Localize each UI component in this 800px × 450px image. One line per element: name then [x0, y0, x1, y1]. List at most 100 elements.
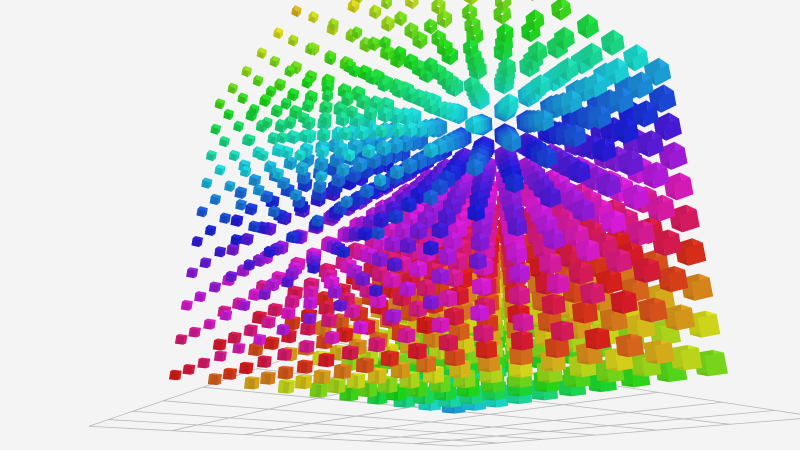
cube-face	[319, 111, 324, 123]
cube-face	[423, 240, 430, 254]
cube-face	[550, 320, 564, 340]
cube-face	[291, 5, 296, 15]
cube-face	[470, 304, 480, 320]
cube	[224, 180, 236, 192]
cube-face	[472, 277, 482, 294]
cube-face	[486, 341, 498, 359]
cube-face	[309, 382, 317, 397]
cube-face	[266, 96, 271, 108]
cube	[295, 161, 309, 175]
cube-face	[356, 141, 363, 155]
cube-face	[177, 370, 182, 381]
cube-face	[472, 218, 482, 235]
cube-face	[318, 352, 325, 366]
cube-face	[397, 167, 404, 180]
cube-face	[408, 283, 416, 298]
cube	[509, 345, 533, 366]
cube	[203, 318, 216, 330]
cube-face	[278, 107, 283, 118]
cube	[258, 288, 271, 301]
cube-face	[221, 100, 225, 110]
cube-face	[362, 214, 370, 229]
cube-face	[380, 350, 389, 366]
cube	[438, 247, 457, 266]
cube-face	[355, 357, 364, 372]
cube-face	[601, 142, 617, 163]
cube-face	[370, 146, 376, 159]
cube-face	[431, 0, 438, 11]
cube-face	[312, 298, 318, 310]
cube-face	[508, 285, 520, 304]
floor-grid-line	[363, 401, 723, 442]
cube	[227, 82, 238, 94]
cube-face	[237, 92, 242, 102]
cube-face	[331, 55, 336, 66]
cube-face	[324, 50, 329, 61]
cube	[646, 194, 676, 222]
cube	[281, 306, 296, 320]
cube-face	[416, 316, 426, 333]
cube-face	[238, 299, 243, 310]
cube-face	[244, 95, 248, 105]
cube	[596, 172, 622, 198]
cube-face	[274, 78, 279, 89]
cube	[379, 36, 391, 50]
cube-face	[518, 288, 531, 306]
cube-face	[431, 145, 438, 159]
cube	[321, 312, 337, 328]
cube	[175, 334, 188, 345]
cube-face	[424, 57, 430, 70]
cube	[244, 202, 258, 216]
cube	[475, 339, 498, 359]
cube-face	[311, 313, 317, 325]
cube	[235, 199, 247, 211]
cube-face	[316, 290, 324, 305]
cube-face	[322, 89, 327, 100]
cube-face	[207, 258, 212, 269]
cube-face	[323, 275, 330, 288]
cube-face	[266, 290, 271, 301]
cube-face	[623, 123, 639, 144]
cube-face	[294, 296, 300, 309]
cube-face	[453, 234, 463, 251]
cube-face	[466, 158, 475, 174]
cube-face	[549, 190, 562, 208]
cube	[318, 352, 335, 368]
cube-face	[188, 301, 193, 311]
cube	[294, 149, 306, 162]
cube-face	[377, 106, 384, 120]
cube-face	[219, 212, 224, 222]
cube	[383, 271, 401, 289]
cube-face	[564, 224, 579, 244]
cube	[384, 235, 402, 253]
cube-face	[270, 372, 276, 385]
cube-face	[346, 105, 351, 116]
cube-face	[394, 10, 400, 23]
cube-face	[610, 35, 625, 56]
cube	[284, 294, 300, 309]
cube-face	[627, 155, 644, 176]
cube	[206, 150, 217, 162]
cube-face	[303, 285, 310, 298]
cube-face	[674, 307, 695, 331]
cube	[648, 84, 677, 113]
cube-face	[506, 243, 518, 261]
cube-face	[555, 339, 570, 358]
cube-face	[632, 50, 649, 72]
cube-face	[585, 242, 601, 262]
cube	[261, 315, 276, 329]
cube-face	[564, 124, 577, 143]
cube-face	[310, 118, 316, 131]
cube-face	[576, 13, 590, 33]
cube	[276, 131, 288, 144]
cube-face	[431, 101, 438, 115]
cube	[267, 302, 283, 317]
cube-face	[279, 169, 284, 180]
cube-face	[546, 273, 560, 292]
cube-face	[471, 0, 479, 6]
cube-face	[315, 263, 320, 274]
cube-face	[284, 116, 289, 127]
cube	[294, 374, 312, 390]
cube-face	[395, 259, 402, 272]
